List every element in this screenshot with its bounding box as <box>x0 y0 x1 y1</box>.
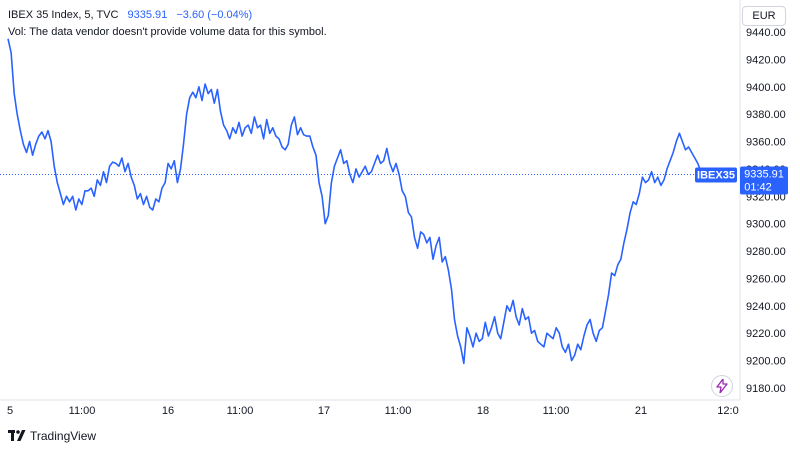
x-tick-label: 16 <box>162 405 174 417</box>
x-tick-label: 11:00 <box>385 405 412 417</box>
branding-text: TradingView <box>30 429 97 443</box>
tradingview-logo-icon <box>8 430 26 441</box>
x-tick-label: 5 <box>7 405 13 417</box>
y-tick-label: 9300.00 <box>746 219 786 231</box>
price-tag-value: 9335.91 <box>744 169 784 181</box>
legend-symbol[interactable]: IBEX 35 Index, 5, TVC <box>8 9 119 21</box>
price-tag-countdown: 01:42 <box>744 182 772 194</box>
y-tick-label: 9360.00 <box>746 137 786 149</box>
legend-price: 9335.91 <box>127 9 168 21</box>
x-tick-label: 18 <box>477 405 489 417</box>
y-tick-label: 9380.00 <box>746 109 786 121</box>
y-tick-label: 9220.00 <box>746 328 786 340</box>
chart-legend: IBEX 35 Index, 5, TVC 9335.91 −3.60 (−0.… <box>8 7 327 40</box>
symbol-badge-label: IBEX35 <box>697 170 735 182</box>
y-tick-label: 9280.00 <box>746 246 786 258</box>
symbol-badge <box>695 167 737 183</box>
x-tick-label: 11:00 <box>69 405 96 417</box>
y-tick-label: 9400.00 <box>746 82 786 94</box>
y-tick-label: 9180.00 <box>746 383 786 395</box>
x-tick-label: 11:00 <box>227 405 254 417</box>
y-tick-label: 9420.00 <box>746 54 786 66</box>
legend-volume-note: Vol: The data vendor doesn't provide vol… <box>8 26 327 38</box>
currency-button[interactable]: EUR <box>742 6 786 26</box>
x-tick-label: 21 <box>635 405 647 417</box>
x-tick-label: 12:0 <box>717 405 738 417</box>
y-tick-label: 9240.00 <box>746 301 786 313</box>
tradingview-branding[interactable]: TradingView <box>8 429 96 443</box>
y-tick-label: 9260.00 <box>746 273 786 285</box>
price-series-line[interactable] <box>7 38 705 365</box>
x-tick-label: 11:00 <box>543 405 570 417</box>
lightning-icon <box>716 379 728 393</box>
snap-to-latest-button[interactable] <box>711 375 733 397</box>
y-tick-label: 9440.00 <box>746 27 786 39</box>
price-tag <box>740 166 788 195</box>
x-tick-label: 17 <box>318 405 330 417</box>
y-tick-label: 9200.00 <box>746 356 786 368</box>
legend-change: −3.60 (−0.04%) <box>176 9 253 21</box>
